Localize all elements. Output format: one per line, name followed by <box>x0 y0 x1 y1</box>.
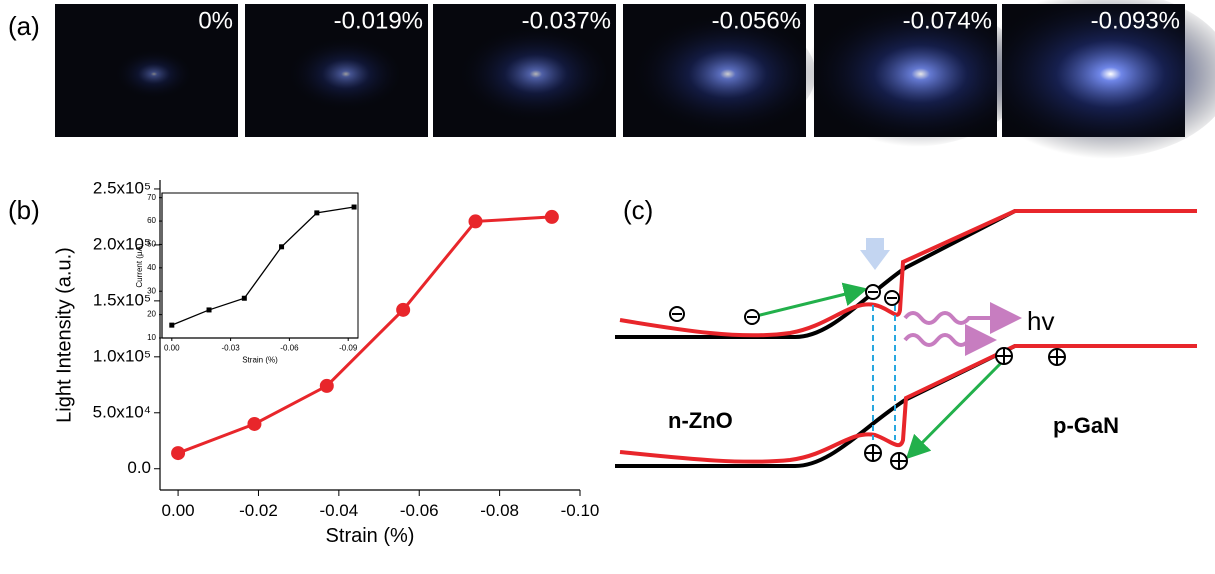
image-caption: -0.019% <box>334 7 423 34</box>
x-tick-label: 0.00 <box>162 501 195 520</box>
image-caption: -0.056% <box>712 7 801 34</box>
x-tick-label: 0.00 <box>164 343 180 352</box>
valence-band-strained <box>620 346 1197 462</box>
y-tick-label: 20 <box>147 310 156 319</box>
marker <box>169 323 174 328</box>
photon-wave <box>905 313 1010 323</box>
x-axis-label: Strain (%) <box>242 355 278 364</box>
inset-frame <box>162 193 358 338</box>
marker <box>279 244 284 249</box>
carriers <box>670 285 1065 469</box>
panel-label: (c) <box>623 195 653 225</box>
marker <box>247 417 261 431</box>
glow <box>281 37 399 111</box>
strain-arrow <box>860 238 890 270</box>
marker <box>207 307 212 312</box>
x-axis-label: Strain (%) <box>326 525 415 547</box>
image-caption: -0.093% <box>1091 7 1180 34</box>
y-tick-label: 5.0x10⁴ <box>93 402 151 421</box>
x-tick-label: -0.03 <box>221 343 240 352</box>
glow <box>110 49 190 99</box>
y-tick-label: 1.5x10⁵ <box>93 290 151 309</box>
x-tick-label: -0.04 <box>319 501 358 520</box>
marker <box>396 303 410 317</box>
panel-label: (a) <box>8 11 40 41</box>
marker <box>171 446 185 460</box>
marker <box>242 296 247 301</box>
y-tick-label: 30 <box>147 286 156 295</box>
panel-a: (a) 0% -0.019% -0.037% -0.056% -0.074% -0.093… <box>8 0 1215 159</box>
y-tick-label: 70 <box>147 193 156 202</box>
x-tick-label: -0.09 <box>339 343 358 352</box>
panel-c: (c) hv n-ZnO p-GaN <box>615 195 1197 469</box>
image-caption: -0.074% <box>903 7 992 34</box>
y-axis-label: Current (μA) <box>135 243 144 288</box>
y-axis-label: Light Intensity (a.u.) <box>53 247 75 423</box>
region-label: p-GaN <box>1053 413 1119 438</box>
region-label: n-ZnO <box>668 408 733 433</box>
panel-b: (b) 0.05.0x10⁴1.0x10⁵1.5x10⁵2.0x10⁵2.5x1… <box>8 178 599 547</box>
y-tick-label: 0.0 <box>127 458 151 477</box>
y-tick-label: 10 <box>147 333 156 342</box>
image-caption: -0.037% <box>522 7 611 34</box>
y-tick-label: 40 <box>147 263 156 272</box>
figure: (a) 0%-0.019%-0.037%-0.056%-0.074%-0.093… <box>0 0 1215 569</box>
marker <box>469 214 483 228</box>
marker <box>320 379 334 393</box>
x-tick-label: -0.08 <box>480 501 519 520</box>
x-tick-label: -0.10 <box>561 501 600 520</box>
photon-label: hv <box>1027 306 1054 336</box>
y-tick-label: 1.0x10⁵ <box>93 346 151 365</box>
marker <box>314 210 319 215</box>
image-caption: 0% <box>198 7 233 34</box>
y-tick-label: 50 <box>147 240 156 249</box>
glow <box>450 25 607 123</box>
x-tick-label: -0.06 <box>280 343 299 352</box>
y-tick-label: 60 <box>147 216 156 225</box>
y-tick-label: 2.5x10⁵ <box>93 178 151 197</box>
photon-wave <box>905 335 985 345</box>
panel-label: (b) <box>8 195 40 225</box>
marker <box>545 210 559 224</box>
marker <box>352 205 357 210</box>
chart: 10 20 30 40 50 60 70 0.00 -0.03 -0.06 -0.09 Strain … <box>135 193 358 365</box>
x-tick-label: -0.06 <box>400 501 439 520</box>
x-tick-label: -0.02 <box>239 501 278 520</box>
